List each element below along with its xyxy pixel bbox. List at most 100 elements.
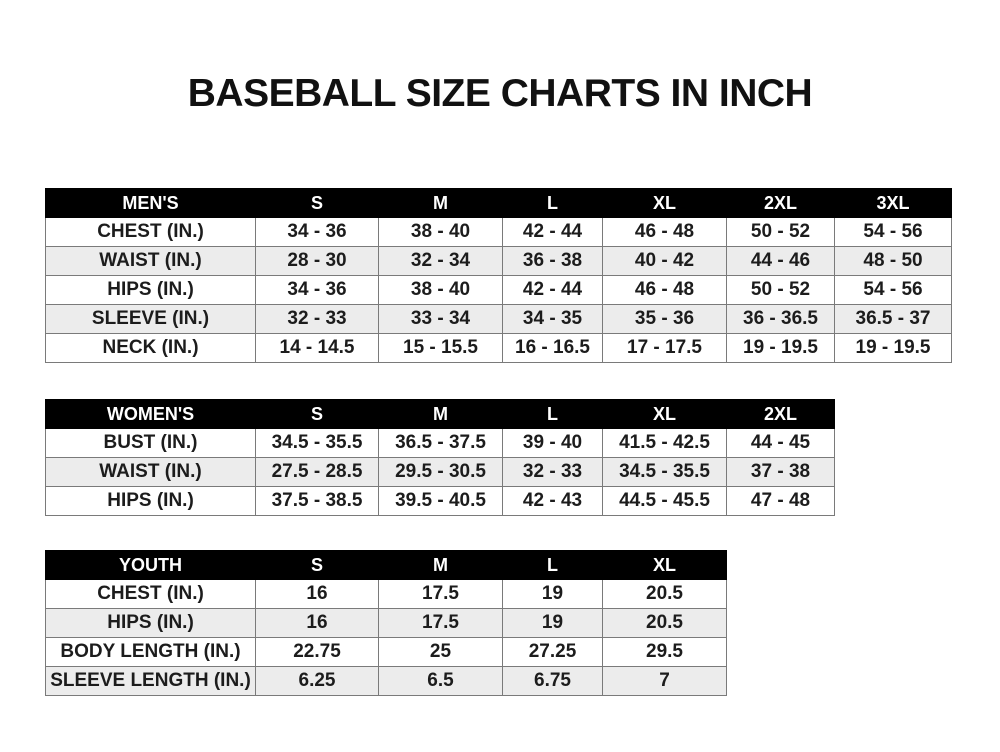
size-header: L (502, 550, 603, 580)
size-value: 34 - 35 (502, 304, 603, 334)
measurement-label: HIPS (IN.) (45, 486, 256, 516)
size-value: 48 - 50 (834, 246, 952, 276)
size-value: 19 (502, 608, 603, 638)
size-value: 46 - 48 (602, 217, 727, 247)
category-header: YOUTH (45, 550, 256, 580)
table-row: WAIST (IN.) 27.5 - 28.5 29.5 - 30.5 32 - 33… (45, 457, 835, 487)
size-value: 38 - 40 (378, 275, 503, 305)
size-value: 25 (378, 637, 503, 667)
size-value: 19 - 19.5 (726, 333, 835, 363)
table-row: BODY LENGTH (IN.) 22.75 25 27.25 29.5 (45, 637, 727, 667)
measurement-label: HIPS (IN.) (45, 275, 256, 305)
size-value: 37.5 - 38.5 (255, 486, 379, 516)
size-value: 36.5 - 37.5 (378, 428, 503, 458)
size-header: S (255, 550, 379, 580)
size-value: 6.25 (255, 666, 379, 696)
size-value: 47 - 48 (726, 486, 835, 516)
measurement-label: BUST (IN.) (45, 428, 256, 458)
table-row: CHEST (IN.) 34 - 36 38 - 40 42 - 44 46 - 48 5… (45, 217, 952, 247)
size-value: 17.5 (378, 579, 503, 609)
size-value: 15 - 15.5 (378, 333, 503, 363)
size-value: 32 - 34 (378, 246, 503, 276)
measurement-label: NECK (IN.) (45, 333, 256, 363)
size-value: 46 - 48 (602, 275, 727, 305)
size-value: 32 - 33 (502, 457, 603, 487)
size-value: 32 - 33 (255, 304, 379, 334)
size-value: 44 - 46 (726, 246, 835, 276)
size-value: 19 (502, 579, 603, 609)
size-header: M (378, 188, 503, 218)
size-value: 39.5 - 40.5 (378, 486, 503, 516)
size-value: 42 - 44 (502, 217, 603, 247)
table-row: SLEEVE LENGTH (IN.) 6.25 6.5 6.75 7 (45, 666, 727, 696)
youth-size-table: YOUTH S M L XL CHEST (IN.) 16 17.5 19 20.5 HIPS (I… (45, 550, 727, 696)
size-header: 2XL (726, 399, 835, 429)
size-value: 40 - 42 (602, 246, 727, 276)
measurement-label: HIPS (IN.) (45, 608, 256, 638)
size-value: 17 - 17.5 (602, 333, 727, 363)
page-title: BASEBALL SIZE CHARTS IN INCH (187, 72, 813, 115)
category-header: MEN'S (45, 188, 256, 218)
size-value: 36 - 36.5 (726, 304, 835, 334)
size-value: 44 - 45 (726, 428, 835, 458)
size-value: 34.5 - 35.5 (255, 428, 379, 458)
size-value: 20.5 (602, 608, 727, 638)
size-value: 36 - 38 (502, 246, 603, 276)
size-value: 7 (602, 666, 727, 696)
size-value: 33 - 34 (378, 304, 503, 334)
size-header: 2XL (726, 188, 835, 218)
table-row: BUST (IN.) 34.5 - 35.5 36.5 - 37.5 39 - 40 4… (45, 428, 835, 458)
table-row: CHEST (IN.) 16 17.5 19 20.5 (45, 579, 727, 609)
size-header: L (502, 188, 603, 218)
size-header: XL (602, 399, 727, 429)
size-value: 42 - 44 (502, 275, 603, 305)
size-value: 37 - 38 (726, 457, 835, 487)
womens-size-table: WOMEN'S S M L XL 2XL BUST (IN.) 34.5 - 35.5 36.5… (45, 399, 835, 516)
size-value: 14 - 14.5 (255, 333, 379, 363)
size-header: S (255, 399, 379, 429)
size-value: 27.25 (502, 637, 603, 667)
table-row: NECK (IN.) 14 - 14.5 15 - 15.5 16 - 16.5 17 … (45, 333, 952, 363)
size-value: 42 - 43 (502, 486, 603, 516)
size-value: 16 (255, 608, 379, 638)
header-row: YOUTH S M L XL (45, 550, 727, 580)
size-value: 35 - 36 (602, 304, 727, 334)
measurement-label: SLEEVE (IN.) (45, 304, 256, 334)
size-value: 39 - 40 (502, 428, 603, 458)
measurement-label: CHEST (IN.) (45, 579, 256, 609)
size-value: 44.5 - 45.5 (602, 486, 727, 516)
mens-size-table: MEN'S S M L XL 2XL 3XL CHEST (IN.) 34 - 36 38 - 4… (45, 188, 952, 363)
size-value: 34 - 36 (255, 275, 379, 305)
size-header: M (378, 399, 503, 429)
size-value: 6.5 (378, 666, 503, 696)
size-value: 20.5 (602, 579, 727, 609)
size-value: 22.75 (255, 637, 379, 667)
size-value: 17.5 (378, 608, 503, 638)
size-value: 38 - 40 (378, 217, 503, 247)
table-row: HIPS (IN.) 16 17.5 19 20.5 (45, 608, 727, 638)
table-row: HIPS (IN.) 37.5 - 38.5 39.5 - 40.5 42 - 43 4… (45, 486, 835, 516)
size-value: 50 - 52 (726, 217, 835, 247)
measurement-label: WAIST (IN.) (45, 457, 256, 487)
size-value: 19 - 19.5 (834, 333, 952, 363)
category-header: WOMEN'S (45, 399, 256, 429)
size-value: 28 - 30 (255, 246, 379, 276)
measurement-label: CHEST (IN.) (45, 217, 256, 247)
size-value: 16 - 16.5 (502, 333, 603, 363)
size-value: 29.5 - 30.5 (378, 457, 503, 487)
size-header: XL (602, 550, 727, 580)
measurement-label: SLEEVE LENGTH (IN.) (45, 666, 256, 696)
header-row: MEN'S S M L XL 2XL 3XL (45, 188, 952, 218)
size-value: 27.5 - 28.5 (255, 457, 379, 487)
size-value: 50 - 52 (726, 275, 835, 305)
size-value: 34 - 36 (255, 217, 379, 247)
size-value: 36.5 - 37 (834, 304, 952, 334)
size-value: 29.5 (602, 637, 727, 667)
size-value: 54 - 56 (834, 217, 952, 247)
size-value: 6.75 (502, 666, 603, 696)
size-header: 3XL (834, 188, 952, 218)
size-value: 16 (255, 579, 379, 609)
size-value: 41.5 - 42.5 (602, 428, 727, 458)
size-header: M (378, 550, 503, 580)
measurement-label: BODY LENGTH (IN.) (45, 637, 256, 667)
